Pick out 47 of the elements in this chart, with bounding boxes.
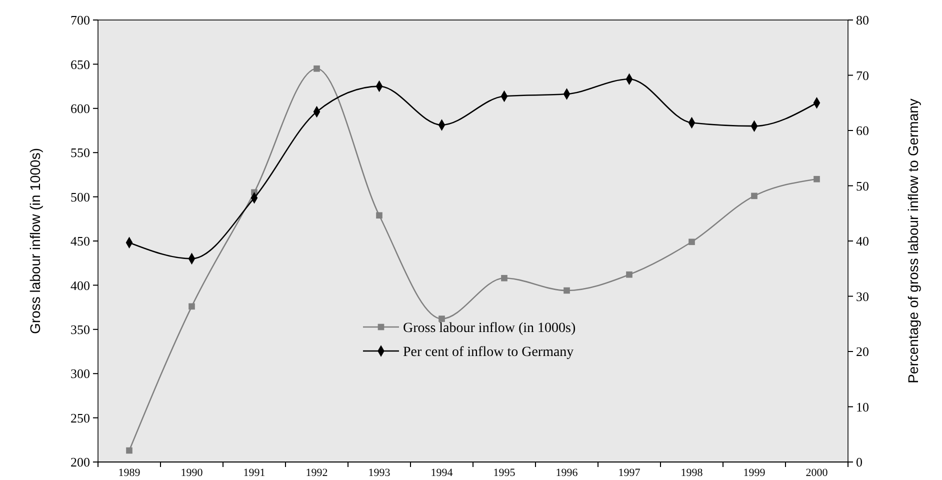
x-tick-label: 1999 [743,467,766,479]
y-tick-label: 400 [70,278,90,293]
y-axis-title: Gross labour inflow (in 1000s) [27,148,43,334]
point [438,316,445,322]
y-tick-label: 700 [70,12,90,28]
y-tick-label: 600 [70,100,90,116]
x-tick-label: 1989 [118,467,141,479]
y2-tick-label: 10 [856,399,869,414]
y-tick-label: 350 [70,322,90,337]
x-tick-label: 1991 [243,467,266,479]
y2-tick-label: 40 [856,234,869,249]
point [814,176,820,182]
x-tick-label: 1992 [306,467,328,479]
legend-label: Gross labour inflow (in 1000s) [403,320,576,336]
y-tick-label: 550 [70,145,90,160]
x-tick-label: 1993 [368,467,391,479]
y2-tick-label: 60 [856,123,869,138]
x-tick-label: 1998 [680,467,704,479]
x-tick-label: 1997 [618,467,641,479]
y2-tick-label: 0 [856,454,862,470]
point [501,274,508,282]
point [314,65,320,72]
point [376,212,382,219]
y2-tick-label: 50 [856,178,869,194]
x-tick-label: 1995 [493,467,516,479]
point [626,271,632,278]
point [688,238,695,246]
y-tick-label: 450 [70,234,90,249]
y2-tick-label: 80 [856,12,869,28]
point [564,287,570,294]
y2-axis-title: Percentage of gross labour inflow to Germany [905,98,921,384]
y-tick-label: 200 [70,454,90,470]
point [126,447,132,454]
y2-tick-label: 20 [856,344,869,360]
x-tick-label: 1994 [430,467,454,479]
y2-tick-label: 70 [856,68,869,83]
y-tick-label: 500 [70,189,90,204]
x-tick-label: 2000 [806,467,828,479]
y2-tick-label: 30 [856,288,869,304]
y-tick-label: 300 [70,366,90,382]
x-tick-label: 1990 [180,467,204,479]
point [751,192,758,200]
x-tick-label: 1996 [556,467,578,479]
y-tick-label: 250 [70,410,90,426]
point [188,303,195,310]
y-tick-label: 650 [70,56,90,72]
legend-label: Per cent of inflow to Germany [403,344,574,360]
